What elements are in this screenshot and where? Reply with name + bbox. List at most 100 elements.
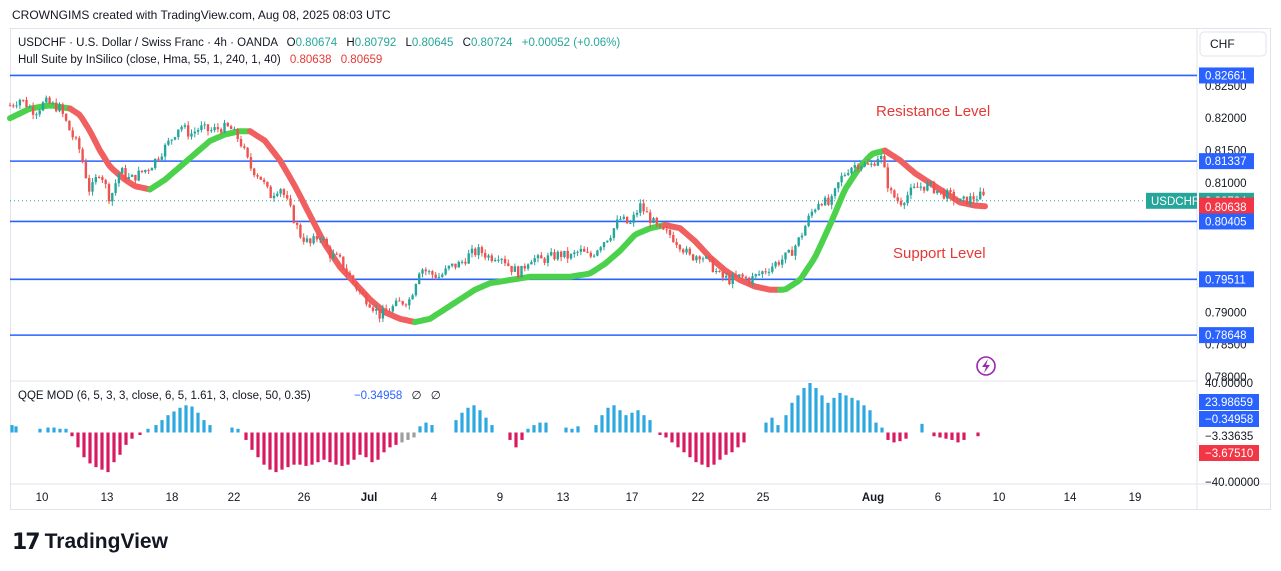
candle	[774, 261, 777, 269]
candle	[137, 166, 140, 182]
qqe-bar	[700, 432, 704, 465]
qqe-bar	[130, 432, 134, 439]
qqe-bar	[286, 432, 290, 468]
candle	[441, 272, 444, 278]
qqe-bar	[166, 415, 170, 433]
qqe-bar	[58, 428, 62, 433]
candle	[507, 259, 510, 267]
qqe-bar	[682, 432, 686, 453]
hull-segment-6	[777, 147, 888, 293]
candle	[685, 246, 688, 255]
x-tick-label: 14	[1064, 492, 1077, 504]
candle	[665, 225, 668, 234]
qqe-bar	[38, 428, 42, 433]
qqe-bar	[184, 405, 188, 433]
candle	[625, 216, 629, 224]
candle-body	[540, 255, 543, 259]
candle	[170, 139, 173, 145]
x-tick-label: 22	[228, 492, 241, 504]
candle-body	[259, 176, 262, 180]
candle-body	[860, 166, 863, 170]
x-tick-label: 25	[757, 492, 770, 504]
candle	[596, 249, 599, 257]
qqe-badge-label: 23.98659	[1205, 397, 1253, 409]
candle	[695, 255, 698, 263]
candle-body	[180, 126, 183, 130]
candle-body	[150, 168, 154, 171]
qqe-bar	[688, 432, 692, 458]
candle	[160, 153, 163, 162]
candle	[731, 271, 734, 289]
candle	[886, 163, 889, 193]
candle-body	[500, 258, 503, 260]
candle-body	[332, 253, 335, 258]
candle	[728, 272, 731, 286]
candle	[655, 216, 658, 228]
qqe-bar	[52, 427, 56, 433]
candle-body	[695, 256, 698, 261]
currency-button[interactable]: CHF	[1199, 31, 1267, 57]
candle-body	[596, 250, 599, 256]
candle	[114, 179, 117, 196]
candle-body	[190, 133, 193, 137]
candle-body	[490, 255, 493, 261]
candle-body	[484, 253, 487, 258]
candle	[243, 143, 246, 150]
candle-body	[748, 277, 751, 284]
qqe-bar	[520, 432, 524, 440]
candle-body	[517, 266, 520, 278]
candle	[124, 164, 127, 183]
candle-body	[355, 282, 358, 290]
candle	[635, 209, 639, 218]
candle	[652, 216, 655, 224]
candle	[74, 135, 78, 141]
x-tick-label: 10	[36, 492, 49, 504]
candle-body	[866, 163, 870, 165]
candle	[434, 271, 437, 280]
qqe-bar	[376, 432, 380, 460]
candle-body	[348, 272, 352, 276]
qqe-bar	[742, 432, 746, 443]
qqe-bar	[406, 432, 410, 440]
candle	[721, 269, 724, 282]
qqe-bar	[676, 432, 680, 448]
tradingview-logo[interactable]: 17 TradingView	[12, 530, 168, 555]
candle-body	[322, 238, 325, 240]
candle	[408, 296, 411, 310]
candle-body	[154, 158, 157, 169]
alert-lightning-icon[interactable]	[976, 356, 996, 376]
candle	[97, 175, 101, 179]
candle	[58, 102, 61, 113]
candle-body	[602, 242, 606, 248]
candle	[830, 193, 833, 210]
candle-body	[94, 176, 97, 183]
candle	[965, 196, 969, 205]
candle	[394, 297, 398, 307]
candle	[295, 220, 299, 230]
candle-body	[342, 256, 345, 269]
qqe-bar	[454, 420, 458, 433]
candle	[969, 192, 972, 208]
candle	[493, 257, 497, 263]
candle-body	[345, 268, 348, 273]
candle	[870, 159, 873, 168]
qqe-bar	[64, 428, 68, 433]
candle	[632, 211, 635, 227]
qqe-bar	[138, 432, 142, 435]
candle	[447, 265, 451, 271]
hull-segment-4	[412, 222, 668, 326]
candle-body	[114, 183, 117, 194]
candle-body	[177, 129, 180, 138]
qqe-bar	[322, 432, 326, 460]
candle	[22, 99, 25, 103]
qqe-bar	[10, 425, 14, 433]
candle	[477, 244, 480, 260]
candle	[424, 267, 427, 276]
candle-body	[797, 237, 800, 246]
candle-body	[193, 131, 196, 134]
candle-body	[708, 256, 711, 259]
candle	[866, 159, 870, 166]
candle-body	[830, 196, 833, 205]
qqe-bar	[190, 406, 194, 433]
